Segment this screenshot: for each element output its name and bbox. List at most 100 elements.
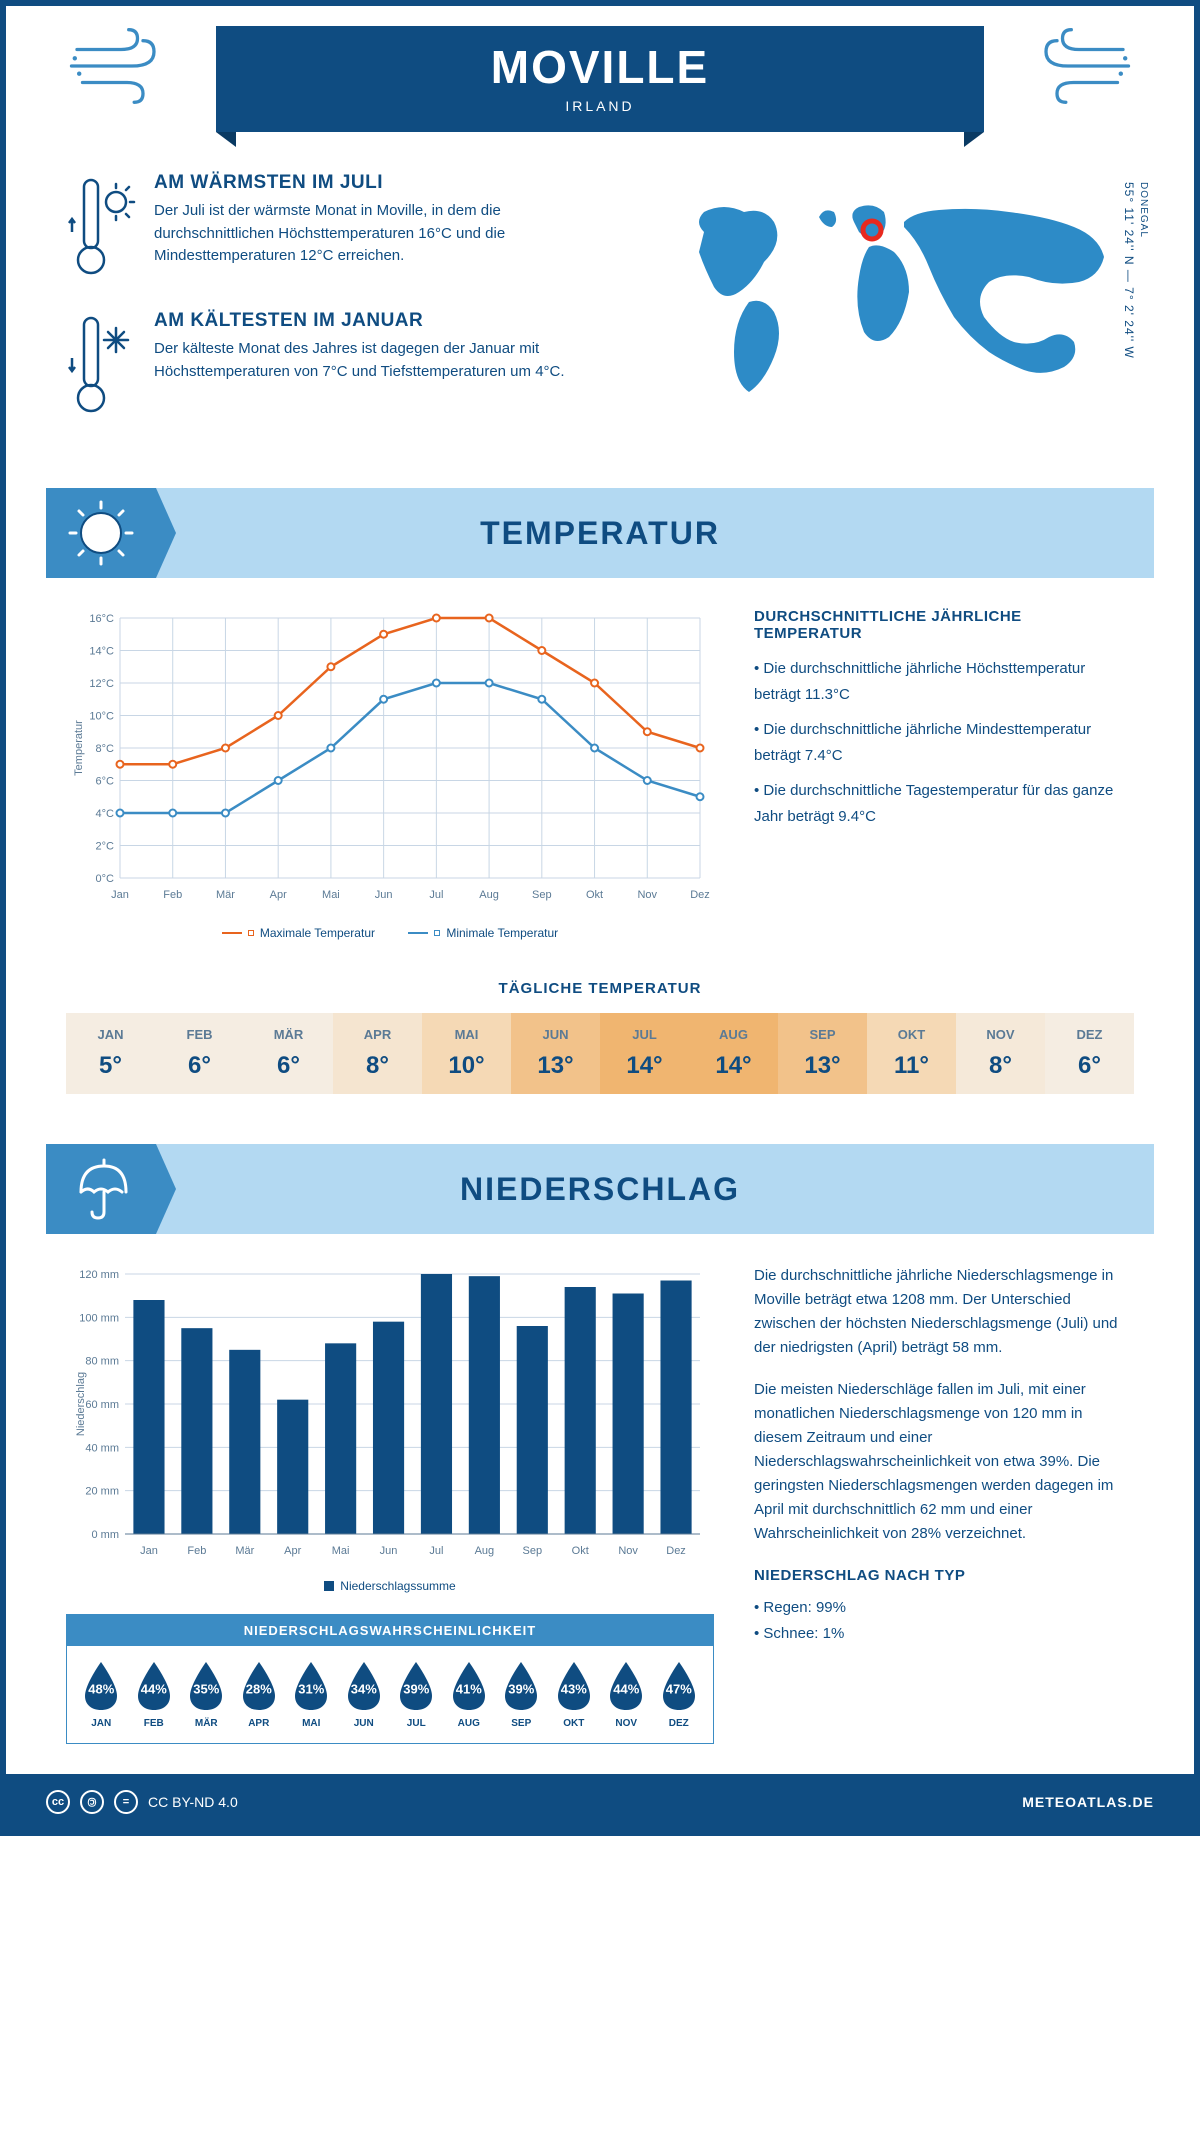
legend-min-label: Minimale Temperatur	[446, 926, 558, 940]
probability-cell: 28%APR	[238, 1660, 280, 1729]
daily-temp-table: JAN5°FEB6°MÄR6°APR8°MAI10°JUN13°JUL14°AU…	[66, 1013, 1134, 1094]
svg-text:Mai: Mai	[332, 1545, 350, 1557]
legend-precip: Niederschlagssumme	[324, 1579, 455, 1593]
footer-license: cc 🄯 = CC BY-ND 4.0	[46, 1790, 238, 1814]
map-column: DONEGAL 55° 11' 24'' N — 7° 2' 24'' W	[654, 172, 1134, 448]
temp-cell: MÄR6°	[244, 1013, 333, 1094]
temp-text: DURCHSCHNITTLICHE JÄHRLICHE TEMPERATUR •…	[754, 608, 1134, 940]
precip-type-title: NIEDERSCHLAG NACH TYP	[754, 1564, 1134, 1588]
intro-text-column: AM WÄRMSTEN IM JULI Der Juli ist der wär…	[66, 172, 614, 448]
svg-text:Jan: Jan	[140, 1545, 158, 1557]
nd-icon: =	[114, 1790, 138, 1814]
probability-box: NIEDERSCHLAGSWAHRSCHEINLICHKEIT 48%JAN 44…	[66, 1614, 714, 1744]
temp-cell: SEP13°	[778, 1013, 867, 1094]
svg-text:Aug: Aug	[479, 889, 499, 901]
temp-cell: DEZ6°	[1045, 1013, 1134, 1094]
precip-text: Die durchschnittliche jährliche Niedersc…	[754, 1264, 1134, 1744]
temp-p2: • Die durchschnittliche jährliche Mindes…	[754, 717, 1134, 768]
svg-text:Okt: Okt	[586, 889, 603, 901]
svg-text:Jun: Jun	[380, 1545, 398, 1557]
daily-temp-section: TÄGLICHE TEMPERATUR JAN5°FEB6°MÄR6°APR8°…	[6, 970, 1194, 1124]
probability-cell: 39%SEP	[500, 1660, 542, 1729]
license-text: CC BY-ND 4.0	[148, 1794, 238, 1810]
sun-banner-icon	[46, 488, 156, 578]
temp-cell: JAN5°	[66, 1013, 155, 1094]
svg-text:0°C: 0°C	[96, 873, 115, 885]
probability-cell: 44%NOV	[605, 1660, 647, 1729]
probability-cell: 39%JUL	[395, 1660, 437, 1729]
page-subtitle: IRLAND	[306, 98, 894, 114]
svg-text:4°C: 4°C	[96, 808, 115, 820]
precipitation-banner: NIEDERSCHLAG	[46, 1144, 1154, 1234]
footer-site: METEOATLAS.DE	[1022, 1794, 1154, 1810]
svg-text:16°C: 16°C	[89, 613, 114, 625]
probability-cell: 31%MAI	[290, 1660, 332, 1729]
svg-text:Okt: Okt	[572, 1545, 589, 1557]
svg-text:2°C: 2°C	[96, 841, 115, 853]
svg-text:Mai: Mai	[322, 889, 340, 901]
svg-text:Nov: Nov	[618, 1545, 638, 1557]
umbrella-banner-icon	[46, 1144, 156, 1234]
temp-cell: AUG14°	[689, 1013, 778, 1094]
probability-cell: 47%DEZ	[658, 1660, 700, 1729]
cc-icon: cc	[46, 1790, 70, 1814]
probability-cell: 43%OKT	[553, 1660, 595, 1729]
wind-icon-left	[66, 26, 176, 106]
svg-text:Jul: Jul	[429, 1545, 443, 1557]
svg-text:Feb: Feb	[163, 889, 182, 901]
probability-cell: 34%JUN	[343, 1660, 385, 1729]
probability-row: 48%JAN44%FEB35%MÄR28%APR31%MAI34%JUN39%J…	[67, 1646, 713, 1743]
probability-cell: 41%AUG	[448, 1660, 490, 1729]
page-title: MOVILLE	[306, 40, 894, 94]
svg-text:Apr: Apr	[270, 889, 287, 901]
svg-text:12°C: 12°C	[89, 678, 114, 690]
region-label: DONEGAL	[1138, 182, 1149, 238]
probability-title: NIEDERSCHLAGSWAHRSCHEINLICHKEIT	[67, 1615, 713, 1646]
title-banner: MOVILLE IRLAND	[216, 26, 984, 132]
by-icon: 🄯	[80, 1790, 104, 1814]
temperature-section: 0°C2°C4°C6°C8°C10°C12°C14°C16°CJanFebMär…	[6, 578, 1194, 970]
temp-cell: FEB6°	[155, 1013, 244, 1094]
svg-text:Mär: Mär	[216, 889, 235, 901]
legend-precip-label: Niederschlagssumme	[340, 1579, 455, 1593]
warmest-block: AM WÄRMSTEN IM JULI Der Juli ist der wär…	[66, 172, 614, 282]
precip-left-column: 0 mm20 mm40 mm60 mm80 mm100 mm120 mmJanF…	[66, 1264, 714, 1744]
precip-type1: • Regen: 99%	[754, 1596, 1134, 1620]
svg-text:Aug: Aug	[475, 1545, 495, 1557]
warmest-text: Der Juli ist der wärmste Monat in Movill…	[154, 200, 614, 268]
coords-value: 55° 11' 24'' N — 7° 2' 24'' W	[1122, 182, 1136, 359]
daily-temp-title: TÄGLICHE TEMPERATUR	[66, 980, 1134, 997]
probability-cell: 44%FEB	[133, 1660, 175, 1729]
precip-p1: Die durchschnittliche jährliche Niedersc…	[754, 1264, 1134, 1360]
precip-type2: • Schnee: 1%	[754, 1622, 1134, 1646]
svg-text:Mär: Mär	[235, 1545, 254, 1557]
header: MOVILLE IRLAND	[6, 6, 1194, 142]
legend-min: Minimale Temperatur	[408, 926, 558, 940]
svg-text:0 mm: 0 mm	[92, 1529, 120, 1541]
temperature-heading: TEMPERATUR	[480, 515, 720, 552]
svg-text:20 mm: 20 mm	[85, 1486, 119, 1498]
warmest-title: AM WÄRMSTEN IM JULI	[154, 172, 614, 194]
svg-text:Temperatur: Temperatur	[73, 720, 85, 776]
coldest-title: AM KÄLTESTEN IM JANUAR	[154, 310, 614, 332]
precipitation-bar-chart: 0 mm20 mm40 mm60 mm80 mm100 mm120 mmJanF…	[66, 1264, 714, 1564]
precip-legend: Niederschlagssumme	[66, 1579, 714, 1594]
svg-text:100 mm: 100 mm	[79, 1312, 119, 1324]
svg-text:40 mm: 40 mm	[85, 1442, 119, 1454]
coldest-text: Der kälteste Monat des Jahres ist dagege…	[154, 338, 614, 383]
svg-text:10°C: 10°C	[89, 711, 114, 723]
svg-text:Jul: Jul	[429, 889, 443, 901]
thermometer-hot-icon	[66, 172, 136, 282]
temp-cell: JUN13°	[511, 1013, 600, 1094]
wind-icon-right	[1024, 26, 1134, 106]
probability-cell: 48%JAN	[80, 1660, 122, 1729]
coordinates: DONEGAL 55° 11' 24'' N — 7° 2' 24'' W	[1122, 182, 1150, 359]
infographic-page: MOVILLE IRLAND	[0, 0, 1200, 1836]
precipitation-section: 0 mm20 mm40 mm60 mm80 mm100 mm120 mmJanF…	[6, 1234, 1194, 1774]
temp-cell: NOV8°	[956, 1013, 1045, 1094]
legend-max: Maximale Temperatur	[222, 926, 375, 940]
temperature-line-chart: 0°C2°C4°C6°C8°C10°C12°C14°C16°CJanFebMär…	[66, 608, 714, 908]
svg-text:120 mm: 120 mm	[79, 1269, 119, 1281]
svg-text:Feb: Feb	[187, 1545, 206, 1557]
svg-text:Jan: Jan	[111, 889, 129, 901]
